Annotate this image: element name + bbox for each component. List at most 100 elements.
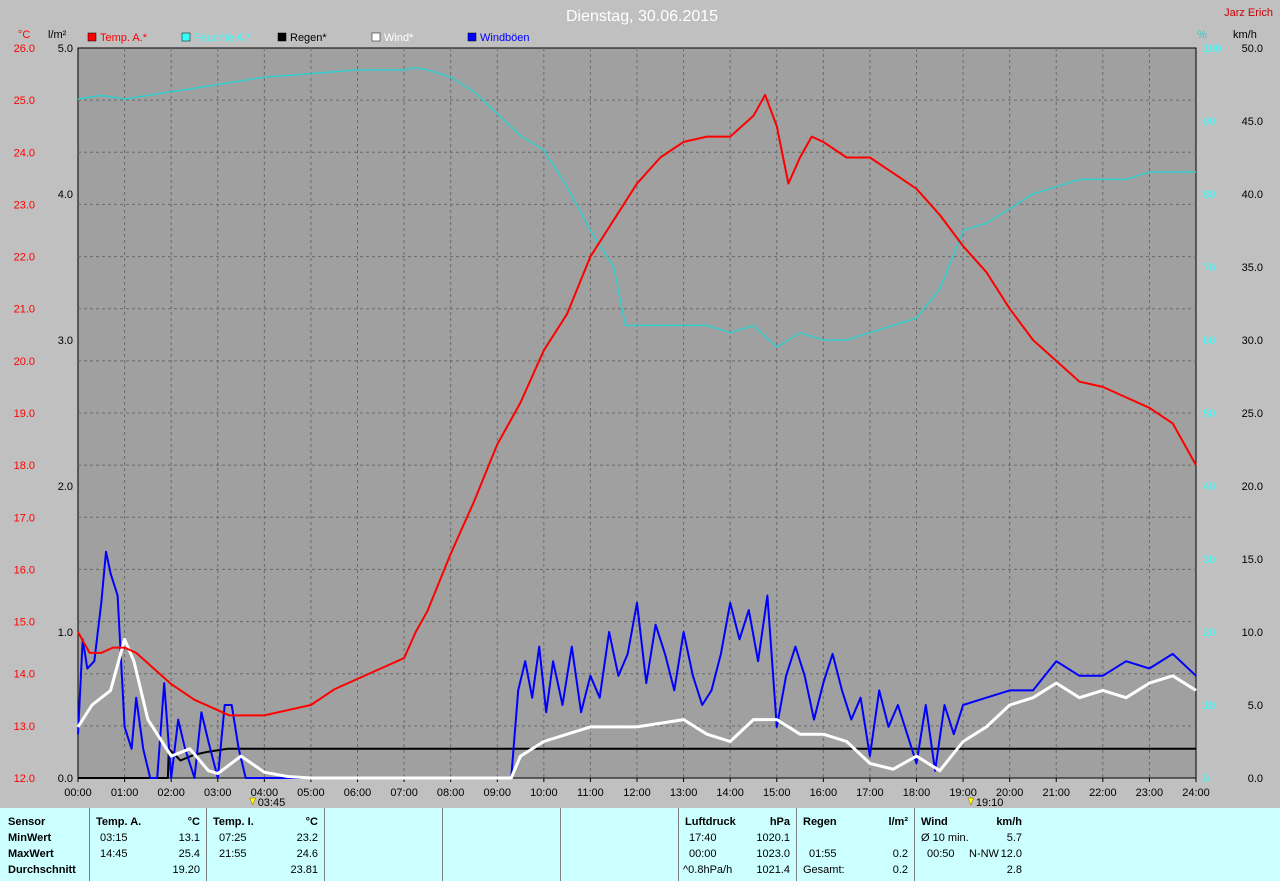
y-wind-tick-label: 45.0 xyxy=(1242,116,1263,128)
y-humidity-tick-label: 60 xyxy=(1203,335,1215,347)
x-tick-label: 16:00 xyxy=(810,787,838,799)
x-tick-label: 21:00 xyxy=(1042,787,1070,799)
temp-i-min-time: 07:25 xyxy=(219,832,247,844)
y-rain-tick-label: 4.0 xyxy=(58,189,73,201)
y-humidity-tick-label: 0 xyxy=(1203,773,1209,785)
y-temp-tick-label: 22.0 xyxy=(14,252,35,264)
y-rain-tick-label: 0.0 xyxy=(58,773,73,785)
sensor-row-min: MinWert xyxy=(8,832,52,844)
x-tick-label: 20:00 xyxy=(996,787,1024,799)
x-tick-label: 15:00 xyxy=(763,787,791,799)
x-tick-label: 00:00 xyxy=(64,787,92,799)
y-humidity-tick-label: 70 xyxy=(1203,262,1215,274)
y-humidity-tick-label: 80 xyxy=(1203,189,1215,201)
legend: Temp. A.* Feuchte A.* Regen* Wind* Windböen xyxy=(87,32,530,44)
y-rain-tick-label: 5.0 xyxy=(58,43,73,55)
legend-label: Wind* xyxy=(384,32,414,44)
sensor-row-max: MaxWert xyxy=(8,848,54,860)
y-rain-tick-label: 2.0 xyxy=(58,481,73,493)
y-wind-tick-label: 20.0 xyxy=(1242,481,1263,493)
legend-label: Feuchte A.* xyxy=(194,32,252,44)
y-temp-tick-label: 13.0 xyxy=(14,721,35,733)
y-temp-tick-label: 14.0 xyxy=(14,669,35,681)
wind-max-dir: N-NW xyxy=(969,848,999,860)
regen-panel: Regen l/m² 01:55 0.2 Gesamt: 0.2 xyxy=(796,808,914,881)
regen-total-label: Gesamt: xyxy=(803,864,845,876)
wind-panel: Wind km/h Ø 10 min. 5.7 00:50 N-NW 12.0 … xyxy=(914,808,1030,881)
temp-i-panel: Temp. I. °C 07:25 23.2 21:55 24.6 23.81 xyxy=(206,808,324,881)
rain-unit-label: l/m² xyxy=(48,29,67,41)
y-rain-tick-label: 1.0 xyxy=(58,627,73,639)
x-tick-label: 08:00 xyxy=(437,787,465,799)
marker-label: 03:45 xyxy=(258,797,286,808)
series-layer xyxy=(76,66,1197,780)
x-tick-label: 03:00 xyxy=(204,787,232,799)
y-temp-tick-label: 20.0 xyxy=(14,356,35,368)
y-wind-tick-label: 25.0 xyxy=(1242,408,1263,420)
y-rain-tick-label: 3.0 xyxy=(58,335,73,347)
author-label: Jarz Erich xyxy=(1224,7,1273,19)
marker-label: 19:10 xyxy=(976,797,1004,808)
x-tick-label: 18:00 xyxy=(903,787,931,799)
temp-unit-label: °C xyxy=(18,29,30,41)
x-tick-label: 19:00 xyxy=(949,787,977,799)
y-wind-tick-label: 10.0 xyxy=(1242,627,1263,639)
series-line-windben xyxy=(77,550,1197,779)
empty-panel-3 xyxy=(560,808,678,881)
y-temp-tick-label: 18.0 xyxy=(14,460,35,472)
wind-header: Wind xyxy=(921,816,948,828)
y-humidity-tick-label: 10 xyxy=(1203,700,1215,712)
x-tick-label: 06:00 xyxy=(344,787,372,799)
grid xyxy=(78,48,1196,778)
regen-header: Regen xyxy=(803,816,837,828)
y-temp-tick-label: 26.0 xyxy=(14,43,35,55)
regen-max-value: 0.2 xyxy=(892,848,908,860)
markers: 03:45 19:10 xyxy=(249,797,1004,808)
luftdruck-min-time: 17:40 xyxy=(689,832,717,844)
x-tick-label: 12:00 xyxy=(623,787,651,799)
legend-label: Regen* xyxy=(290,32,327,44)
marker-icon xyxy=(967,797,975,806)
luftdruck-min-value: 1020.1 xyxy=(756,832,790,844)
x-tick-label: 01:00 xyxy=(111,787,139,799)
chart-title: Dienstag, 30.06.2015 xyxy=(566,8,718,25)
luftdruck-max-value: 1023.0 xyxy=(756,848,790,860)
temp-a-max-time: 14:45 xyxy=(100,848,128,860)
temp-a-avg-value: 19.20 xyxy=(172,864,200,876)
legend-label: Windböen xyxy=(480,32,530,44)
y-humidity-tick-label: 90 xyxy=(1203,116,1215,128)
x-tick-label: 02:00 xyxy=(157,787,185,799)
temp-i-max-time: 21:55 xyxy=(219,848,247,860)
legend-swatch xyxy=(277,32,287,42)
luftdruck-max-time: 00:00 xyxy=(689,848,717,860)
luftdruck-panel: Luftdruck hPa 17:40 1020.1 00:00 1023.0 … xyxy=(678,808,796,881)
y-temp-tick-label: 17.0 xyxy=(14,512,35,524)
series-line-tempa xyxy=(77,93,1197,717)
x-tick-label: 17:00 xyxy=(856,787,884,799)
series-line-wind xyxy=(76,637,1197,780)
y-wind-tick-label: 15.0 xyxy=(1242,554,1263,566)
y-temp-tick-label: 12.0 xyxy=(14,773,35,785)
y-temp-tick-label: 21.0 xyxy=(14,304,35,316)
filler-panel xyxy=(1030,808,1280,881)
wind-avg-label: Ø 10 min. xyxy=(921,832,969,844)
y-temp-tick-label: 23.0 xyxy=(14,199,35,211)
regen-unit: l/m² xyxy=(888,816,908,828)
sensor-row-avg: Durchschnitt xyxy=(8,864,76,876)
regen-max-time: 01:55 xyxy=(809,848,837,860)
empty-panel-1 xyxy=(324,808,442,881)
y-humidity-tick-label: 20 xyxy=(1203,627,1215,639)
temp-a-unit: °C xyxy=(187,816,200,828)
series-line-feuchtea xyxy=(77,66,1196,349)
legend-label: Temp. A.* xyxy=(100,32,148,44)
wind-avg-value: 5.7 xyxy=(1006,832,1022,844)
x-tick-label: 10:00 xyxy=(530,787,558,799)
y-humidity-tick-label: 100 xyxy=(1203,43,1221,55)
legend-swatch xyxy=(87,32,97,42)
temp-a-min-value: 13.1 xyxy=(178,832,200,844)
empty-panel-2 xyxy=(442,808,560,881)
x-tick-label: 13:00 xyxy=(670,787,698,799)
weather-chart: Dienstag, 30.06.2015 Jarz Erich Temp. A.… xyxy=(14,7,1273,808)
regen-total-value: 0.2 xyxy=(892,864,908,876)
luftdruck-avg-value: 1021.4 xyxy=(756,864,790,876)
